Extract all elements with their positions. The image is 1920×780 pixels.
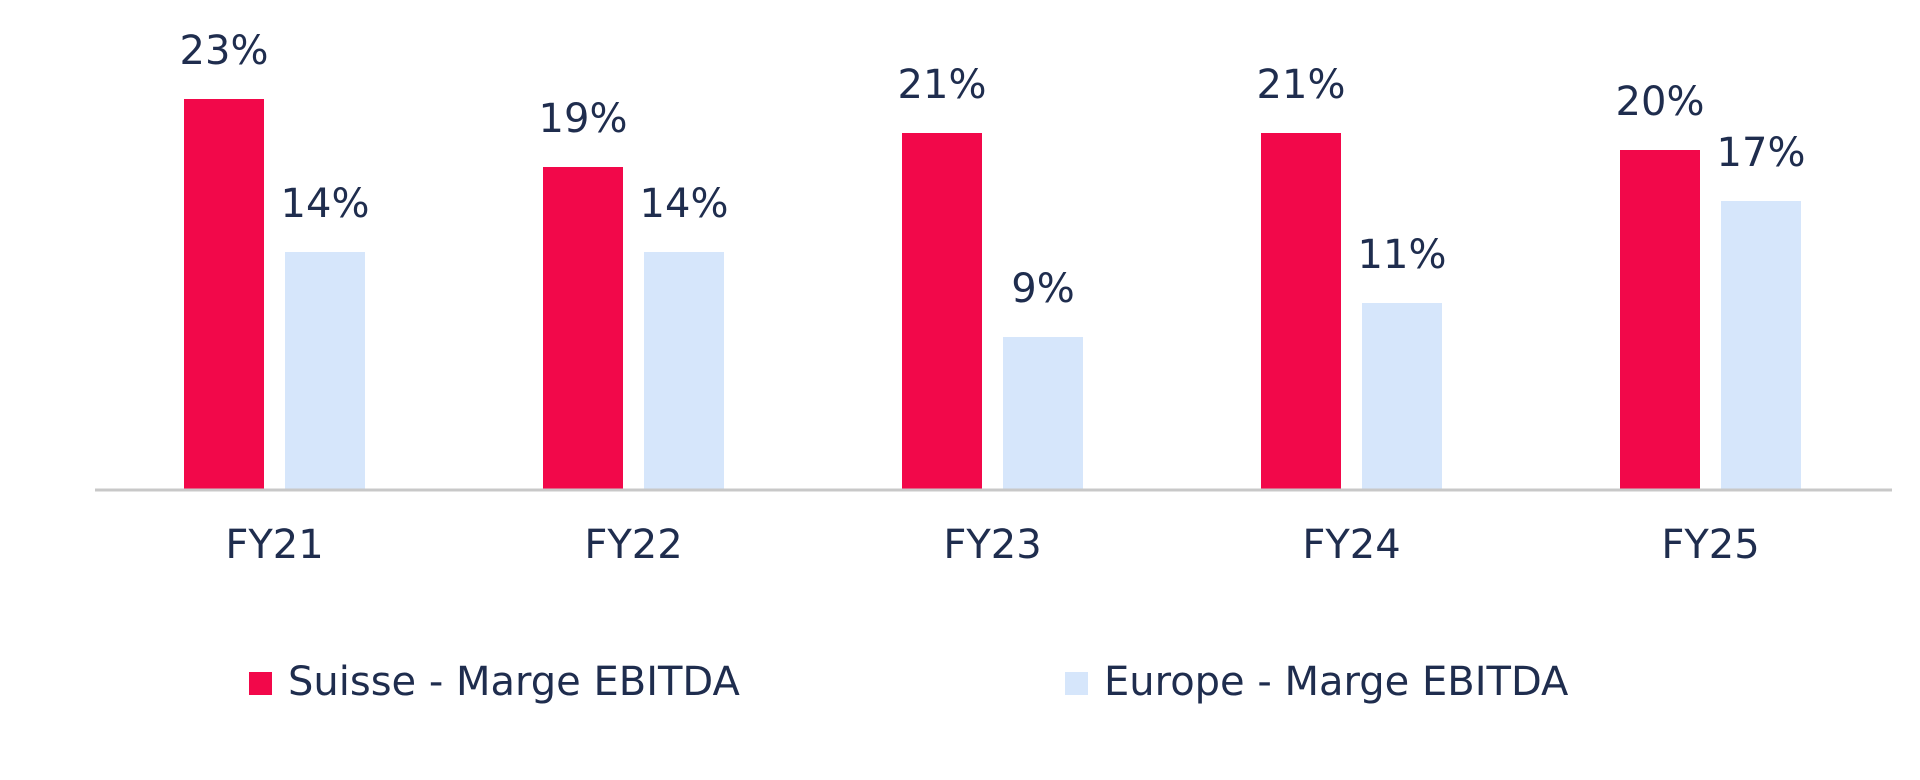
bar [1003,337,1083,490]
value-label: 21% [1257,62,1346,108]
legend-label: Europe - Marge EBITDA [1104,659,1569,705]
bar [543,167,623,490]
bar [184,99,264,490]
x-tick-label: FY21 [225,522,323,568]
legend-swatch [249,672,272,695]
legend-swatch [1065,672,1088,695]
bar [1721,201,1801,490]
value-label: 14% [640,181,729,227]
bar [902,133,982,490]
value-label: 20% [1616,79,1705,125]
bar [1362,303,1442,490]
value-label: 17% [1717,130,1806,176]
value-label: 19% [539,96,628,142]
value-label: 11% [1358,232,1447,278]
x-tick-label: FY23 [943,522,1041,568]
bar [644,252,724,490]
value-label: 21% [898,62,987,108]
bar [285,252,365,490]
x-tick-label: FY25 [1661,522,1759,568]
x-tick-label: FY22 [584,522,682,568]
legend-label: Suisse - Marge EBITDA [288,659,741,705]
bar [1261,133,1341,490]
bar [1620,150,1700,490]
value-label: 23% [180,28,269,74]
value-label: 9% [1011,266,1074,312]
value-label: 14% [281,181,370,227]
x-tick-label: FY24 [1302,522,1400,568]
